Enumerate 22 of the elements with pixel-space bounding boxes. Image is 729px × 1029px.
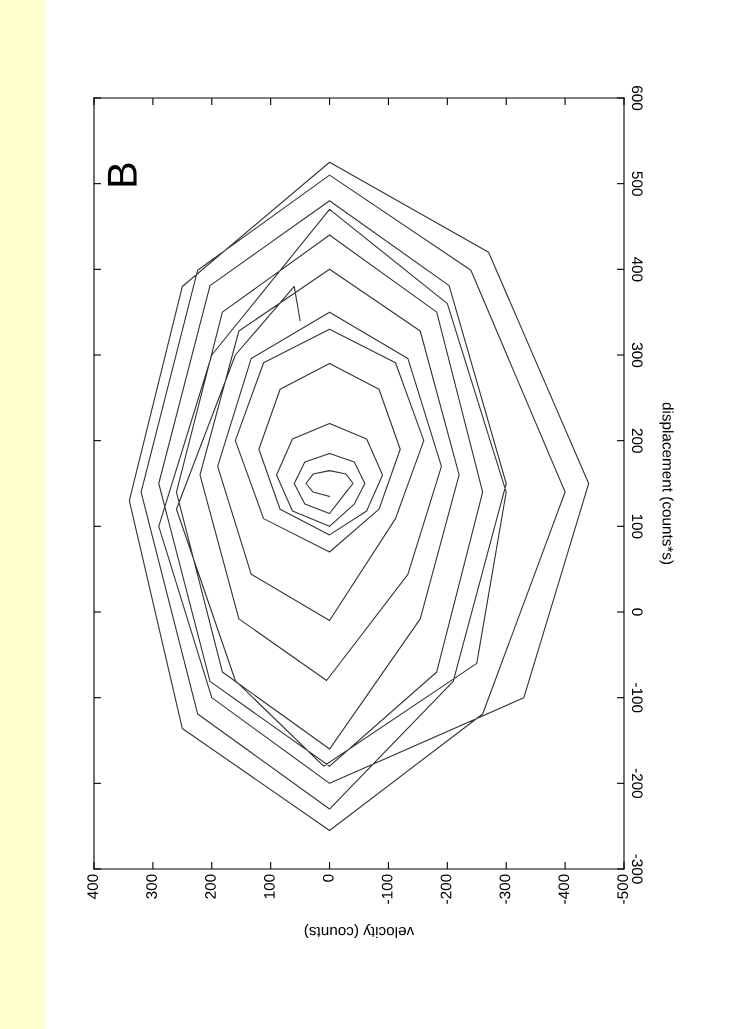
x-tick-label: -200 xyxy=(440,874,452,904)
x-tick-label: -500 xyxy=(617,874,629,904)
x-tick-label: -100 xyxy=(381,874,393,904)
y-tick-label: 200 xyxy=(631,428,643,453)
y-tick-label: -200 xyxy=(631,768,643,799)
x-tick-label: 100 xyxy=(263,874,275,899)
x-axis-title: velocity (counts) xyxy=(304,923,415,939)
x-tick-label: 0 xyxy=(322,874,334,882)
x-tick-label: 200 xyxy=(205,874,216,899)
y-tick-label: 0 xyxy=(631,608,643,616)
y-axis-title: displacement (counts*s) xyxy=(659,402,674,565)
y-tick-label: 400 xyxy=(631,256,643,282)
x-tick-label: 400 xyxy=(87,874,99,899)
x-tick-label: -400 xyxy=(558,874,570,904)
x-tick-label: 300 xyxy=(146,874,157,899)
x-tick-label: -300 xyxy=(499,874,511,904)
y-tick-label: 300 xyxy=(631,342,643,368)
y-tick-label: -100 xyxy=(631,683,643,713)
y-tick-label: 500 xyxy=(631,171,643,196)
y-tick-label: 600 xyxy=(631,86,643,111)
annotation: B xyxy=(107,163,137,186)
y-tick-label: 100 xyxy=(631,514,643,539)
